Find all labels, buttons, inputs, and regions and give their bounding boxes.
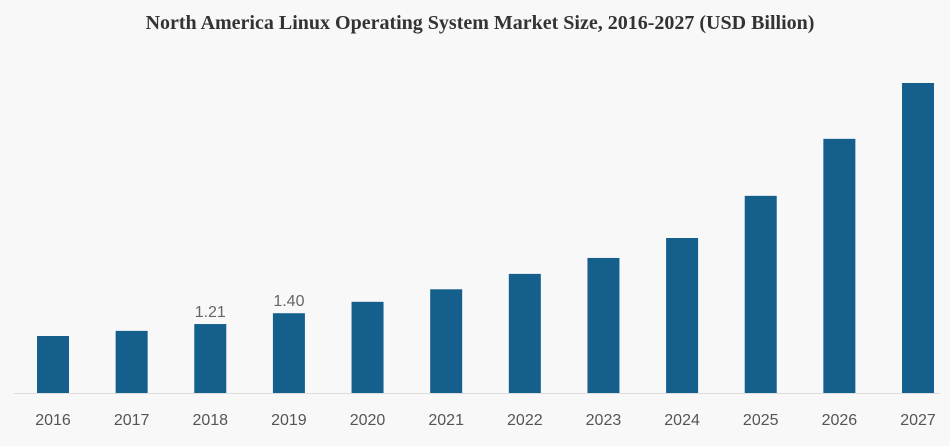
x-tick-label: 2026 (822, 412, 858, 429)
x-tick-label: 2024 (664, 412, 700, 429)
x-tick-label: 2023 (586, 412, 622, 429)
bar (508, 273, 541, 393)
bar (823, 138, 856, 393)
bar (37, 336, 69, 393)
x-tick-label: 2019 (271, 412, 307, 429)
bar (194, 324, 227, 393)
bar (272, 313, 305, 393)
x-tick-label: 2017 (114, 412, 150, 429)
chart-title: North America Linux Operating System Mar… (146, 12, 815, 34)
bar (115, 330, 148, 393)
bar (744, 195, 777, 393)
x-tick-label: 2022 (507, 412, 543, 429)
x-tick-label: 2027 (900, 412, 936, 429)
bar (587, 257, 620, 393)
bar (351, 301, 384, 393)
data-label: 1.21 (195, 304, 226, 321)
bar (430, 289, 463, 393)
data-label: 1.40 (273, 293, 304, 310)
x-tick-label: 2020 (350, 412, 386, 429)
bar (666, 238, 699, 393)
bar (902, 83, 934, 393)
x-tick-label: 2021 (428, 412, 464, 429)
x-tick-label: 2025 (743, 412, 779, 429)
x-tick-label: 2016 (35, 412, 71, 429)
x-tick-label: 2018 (192, 412, 228, 429)
